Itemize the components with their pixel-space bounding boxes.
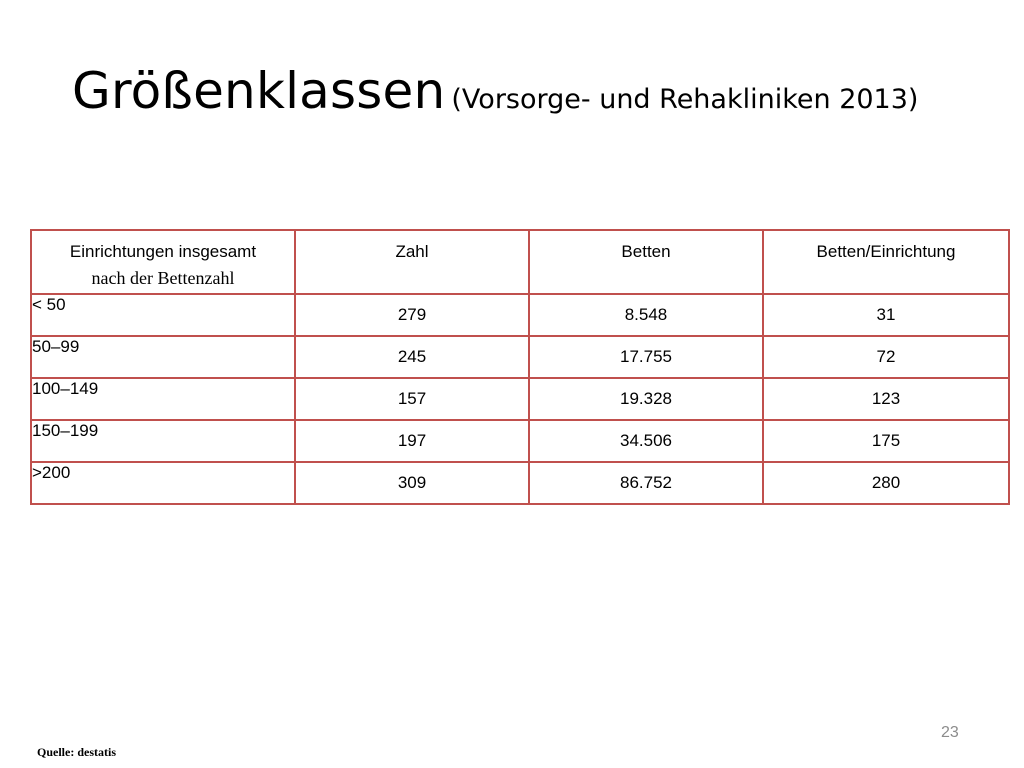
cell-beds-per-facility: 280 [762,461,1010,505]
cell-count: 309 [294,461,530,505]
cell-beds: 86.752 [528,461,764,505]
row-label: 50–99 [30,335,296,379]
header-category: Einrichtungen insgesamt nach der Bettenz… [30,229,296,295]
page-number: 23 [941,724,959,741]
source-note: Quelle: destatis [37,745,116,759]
cell-beds: 8.548 [528,293,764,337]
header-category-line2: nach der Bettenzahl [91,268,235,288]
cell-count: 279 [294,293,530,337]
header-beds-per-facility: Betten/Einrichtung [762,229,1010,295]
cell-beds-per-facility: 72 [762,335,1010,379]
cell-beds-per-facility: 31 [762,293,1010,337]
cell-beds: 19.328 [528,377,764,421]
title-main: Größenklassen [72,62,446,120]
table-row: 150–199 197 34.506 175 [30,419,1010,463]
table-row: 100–149 157 19.328 123 [30,377,1010,421]
row-label: 150–199 [30,419,296,463]
cell-count: 245 [294,335,530,379]
cell-count: 157 [294,377,530,421]
header-category-line1: Einrichtungen insgesamt [69,242,257,261]
table-row: 50–99 245 17.755 72 [30,335,1010,379]
cell-beds-per-facility: 175 [762,419,1010,463]
bed-size-table: Einrichtungen insgesamt nach der Bettenz… [30,229,1010,505]
row-label: < 50 [30,293,296,337]
cell-beds-per-facility: 123 [762,377,1010,421]
cell-beds: 17.755 [528,335,764,379]
cell-count: 197 [294,419,530,463]
header-beds: Betten [528,229,764,295]
table-header-row: Einrichtungen insgesamt nach der Bettenz… [30,229,1010,295]
table-row: < 50 279 8.548 31 [30,293,1010,337]
title-subtitle: (Vorsorge- und Rehakliniken 2013) [451,84,919,115]
cell-beds: 34.506 [528,419,764,463]
slide-title: Größenklassen (Vorsorge- und Rehakliniken… [72,62,918,120]
row-label: >200 [30,461,296,505]
row-label: 100–149 [30,377,296,421]
header-count: Zahl [294,229,530,295]
table-row: >200 309 86.752 280 [30,461,1010,505]
